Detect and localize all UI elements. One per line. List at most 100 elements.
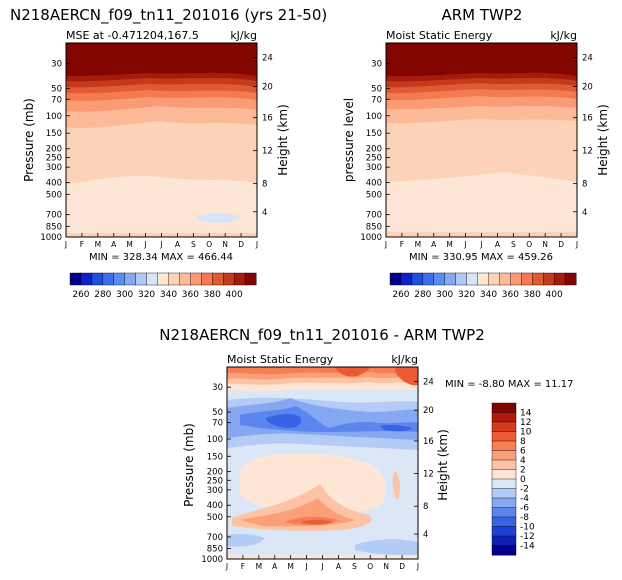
height-tick-label: 4 bbox=[423, 530, 428, 540]
colorbar-label: 12 bbox=[520, 418, 531, 428]
pressure-tick-label: 200 bbox=[46, 145, 62, 155]
colorbar-label: 280 bbox=[94, 290, 111, 300]
colorbar-label: 300 bbox=[116, 290, 133, 300]
colorbar-swatch bbox=[422, 272, 435, 286]
colorbar-label: -14 bbox=[520, 542, 535, 552]
pressure-tick-label: 30 bbox=[371, 59, 382, 69]
colorbar-label: 320 bbox=[138, 290, 155, 300]
colorbar-swatch bbox=[532, 272, 544, 286]
pressure-tick-label: 850 bbox=[366, 222, 382, 232]
colorbar-swatch bbox=[491, 516, 517, 528]
pressure-tick-label: 50 bbox=[371, 85, 382, 95]
height-tick-label: 8 bbox=[262, 180, 267, 190]
colorbar-swatch bbox=[542, 272, 555, 286]
panel-difference: N218AERCN_f09_tn11_201016 - ARM TWP2 Moi… bbox=[159, 326, 573, 571]
colorbar-label: 320 bbox=[458, 290, 475, 300]
colorbar-swatch bbox=[488, 272, 500, 286]
y-axis-right-label: Height (km) bbox=[276, 104, 290, 175]
month-tick-label: J bbox=[416, 562, 419, 571]
colorbar-swatch bbox=[491, 431, 517, 442]
pressure-tick-label: 700 bbox=[366, 211, 382, 221]
pressure-tick-label: 400 bbox=[366, 179, 382, 189]
height-tick-label: 24 bbox=[423, 377, 434, 387]
contour-fill bbox=[66, 43, 257, 76]
pressure-tick-label: 300 bbox=[207, 486, 223, 496]
pressure-tick-label: 300 bbox=[366, 163, 382, 173]
pressure-tick-label: 100 bbox=[366, 112, 382, 122]
pressure-tick-label: 30 bbox=[51, 59, 62, 69]
colorbar-swatch bbox=[491, 421, 517, 433]
month-tick-label: O bbox=[526, 240, 532, 249]
month-tick-label: J bbox=[255, 240, 258, 249]
colorbar-swatch bbox=[491, 488, 517, 499]
colorbar-label: 300 bbox=[436, 290, 453, 300]
contour-fill bbox=[395, 367, 418, 386]
contour-fill bbox=[265, 413, 302, 428]
pressure-tick-label: 1000 bbox=[360, 233, 382, 243]
colorbar-label: -4 bbox=[520, 494, 529, 504]
colorbar-label: 2 bbox=[520, 466, 526, 476]
panel-c-units: kJ/kg bbox=[391, 353, 418, 366]
colorbar-label: -8 bbox=[520, 513, 529, 523]
colorbar-label: -12 bbox=[520, 532, 535, 542]
colorbar-swatch bbox=[389, 272, 402, 286]
y-axis-label: Pressure (mb) bbox=[22, 98, 36, 182]
colorbar-swatch bbox=[491, 450, 517, 461]
month-tick-label: M bbox=[415, 240, 421, 249]
month-tick-label: O bbox=[367, 562, 373, 571]
colorbar-label: 400 bbox=[546, 290, 563, 300]
month-tick-label: A bbox=[431, 240, 437, 249]
contour-fill bbox=[227, 534, 265, 547]
colorbar-label: 10 bbox=[520, 428, 532, 438]
height-tick-label: 12 bbox=[423, 470, 434, 480]
height-tick-label: 8 bbox=[423, 502, 428, 512]
colorbar-label: 360 bbox=[502, 290, 519, 300]
colorbar-swatch bbox=[491, 507, 517, 518]
colorbar-swatch bbox=[491, 412, 517, 423]
colorbar-swatch bbox=[113, 272, 126, 286]
panel-a-subtitle: MSE at -0.471204,167.5 bbox=[66, 29, 199, 42]
panel-c-title: N218AERCN_f09_tn11_201016 - ARM TWP2 bbox=[159, 326, 485, 345]
stats-text: MIN = -8.80 MAX = 11.17 bbox=[445, 379, 574, 390]
pressure-tick-label: 500 bbox=[207, 513, 223, 523]
colorbar-swatch bbox=[521, 272, 533, 286]
colorbar-label: 6 bbox=[520, 447, 526, 457]
month-tick-label: M bbox=[126, 240, 132, 249]
height-tick-label: 12 bbox=[582, 147, 593, 157]
colorbar-swatch bbox=[444, 272, 457, 286]
pressure-tick-label: 200 bbox=[366, 145, 382, 155]
colorbar-swatch bbox=[190, 272, 202, 286]
height-tick-label: 16 bbox=[582, 114, 593, 124]
contour-fill bbox=[335, 367, 372, 377]
contour-fill bbox=[386, 43, 577, 77]
colorbar-swatch bbox=[91, 272, 104, 286]
pressure-tick-label: 850 bbox=[207, 544, 223, 554]
colorbar-label: 340 bbox=[160, 290, 177, 300]
height-tick-label: 24 bbox=[262, 54, 273, 64]
height-tick-label: 20 bbox=[582, 83, 593, 93]
colorbar-label: 0 bbox=[520, 475, 526, 485]
colorbar-swatch bbox=[102, 272, 115, 286]
height-tick-label: 8 bbox=[582, 180, 587, 190]
height-tick-label: 16 bbox=[262, 114, 273, 124]
month-tick-label: D bbox=[558, 240, 564, 249]
height-tick-label: 24 bbox=[582, 54, 593, 64]
panel-arm-mse: ARM TWP2 Moist Static Energy kJ/kg press… bbox=[342, 6, 610, 263]
pressure-tick-label: 200 bbox=[207, 468, 223, 478]
colorbar-label: -6 bbox=[520, 504, 529, 514]
pressure-tick-label: 150 bbox=[46, 129, 62, 139]
colorbar-swatch bbox=[411, 272, 424, 286]
y-axis-label: Pressure (mb) bbox=[182, 423, 196, 507]
pressure-tick-label: 500 bbox=[366, 190, 382, 200]
colorbar-label: 4 bbox=[520, 456, 526, 466]
colorbar-swatch bbox=[491, 402, 517, 414]
month-tick-label: N bbox=[383, 562, 389, 571]
pressure-tick-label: 250 bbox=[207, 476, 223, 486]
colorbar-swatch bbox=[491, 440, 517, 452]
height-tick-label: 16 bbox=[423, 437, 434, 447]
month-tick-label: M bbox=[95, 240, 101, 249]
